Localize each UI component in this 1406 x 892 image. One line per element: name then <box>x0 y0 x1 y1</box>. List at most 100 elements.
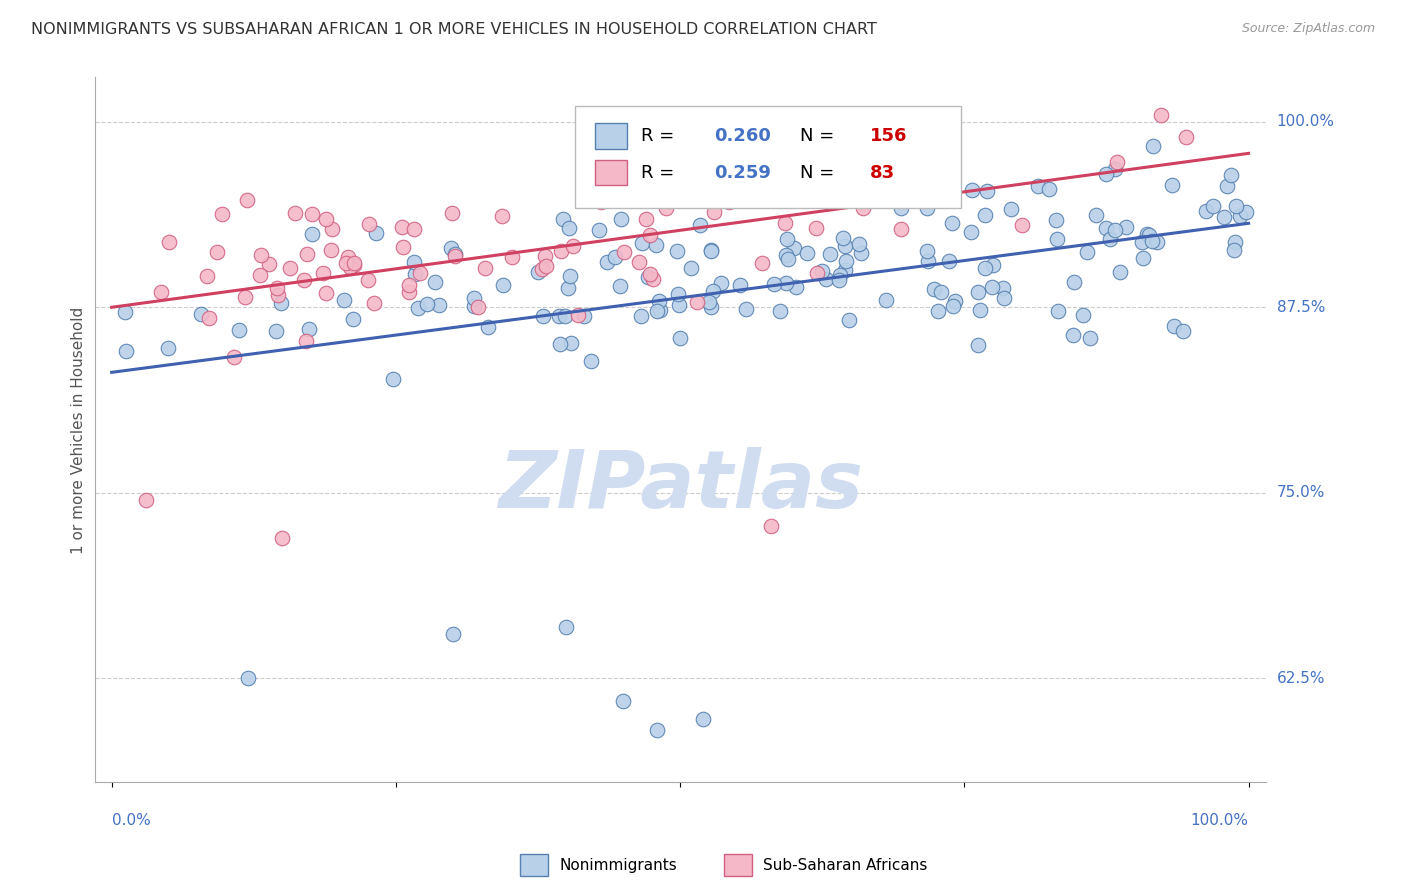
Point <box>917 254 939 268</box>
Point <box>929 285 952 299</box>
Point <box>555 619 578 633</box>
Point <box>641 272 664 286</box>
Point <box>932 123 955 137</box>
Point <box>531 309 554 323</box>
Point <box>477 320 499 334</box>
Point <box>404 267 426 281</box>
Point <box>942 299 965 313</box>
Point <box>211 207 233 221</box>
Point <box>402 255 425 269</box>
Point <box>548 309 571 323</box>
Point <box>1146 235 1168 250</box>
Point <box>655 201 678 215</box>
Point <box>474 260 496 275</box>
Point <box>560 336 582 351</box>
Text: 100.0%: 100.0% <box>1191 813 1249 828</box>
Point <box>534 249 557 263</box>
Point <box>848 125 870 139</box>
Point <box>773 217 796 231</box>
Point <box>1195 203 1218 218</box>
Point <box>848 188 870 202</box>
Point <box>363 295 385 310</box>
Text: Source: ZipAtlas.com: Source: ZipAtlas.com <box>1241 22 1375 36</box>
Point <box>1084 208 1107 222</box>
Point <box>844 172 866 186</box>
Point <box>959 225 981 239</box>
Point <box>1104 162 1126 177</box>
Point <box>589 194 612 209</box>
Point <box>1107 155 1129 169</box>
Point <box>1150 107 1173 121</box>
Point <box>257 257 280 271</box>
Point <box>398 278 420 293</box>
Text: N =: N = <box>800 163 839 182</box>
Point <box>776 232 799 246</box>
Point <box>630 310 652 324</box>
Point <box>700 243 723 257</box>
Point <box>439 241 461 255</box>
Text: Sub-Saharan Africans: Sub-Saharan Africans <box>763 858 928 872</box>
Point <box>1202 199 1225 213</box>
Point <box>685 294 707 309</box>
Point <box>804 220 827 235</box>
Point <box>702 285 724 299</box>
Point <box>922 282 945 296</box>
Point <box>801 188 824 202</box>
Point <box>1109 265 1132 279</box>
Point <box>551 211 574 226</box>
Point <box>441 627 464 641</box>
Point <box>550 244 572 259</box>
Text: 0.259: 0.259 <box>714 163 770 182</box>
Point <box>769 303 792 318</box>
Point <box>1098 232 1121 246</box>
Point <box>391 220 413 235</box>
Point <box>796 246 818 260</box>
Text: 0.260: 0.260 <box>714 127 770 145</box>
Point <box>581 354 603 368</box>
Point <box>406 301 429 315</box>
Text: R =: R = <box>641 127 681 145</box>
Point <box>974 261 997 276</box>
Point <box>666 186 689 200</box>
Point <box>536 259 558 273</box>
Point <box>562 239 585 253</box>
Point <box>567 309 589 323</box>
Text: 87.5%: 87.5% <box>1277 300 1324 315</box>
Point <box>402 221 425 235</box>
Point <box>849 245 872 260</box>
Point <box>610 211 633 226</box>
Point <box>1216 179 1239 194</box>
Point <box>266 280 288 294</box>
Point <box>645 304 668 318</box>
Point <box>627 254 650 268</box>
Point <box>315 286 337 301</box>
Point <box>1063 275 1085 289</box>
Point <box>828 273 851 287</box>
Point <box>699 244 721 259</box>
Point <box>1045 232 1067 246</box>
Point <box>444 249 467 263</box>
Point <box>969 302 991 317</box>
Point <box>703 204 725 219</box>
Point <box>1104 223 1126 237</box>
Point <box>941 216 963 230</box>
Point <box>491 209 513 223</box>
Point <box>336 250 359 264</box>
Point <box>1171 324 1194 338</box>
Point <box>648 303 671 318</box>
Point <box>943 293 966 308</box>
Point <box>236 672 259 686</box>
Point <box>467 300 489 314</box>
Point <box>267 288 290 302</box>
Point <box>135 493 157 508</box>
Point <box>759 518 782 533</box>
Point <box>613 245 636 260</box>
Point <box>343 256 366 270</box>
Text: 156: 156 <box>870 127 907 145</box>
Point <box>1038 182 1060 196</box>
Point <box>785 280 807 294</box>
Point <box>264 324 287 338</box>
Text: 0.0%: 0.0% <box>111 813 150 828</box>
Point <box>416 296 439 310</box>
Point <box>1136 227 1159 241</box>
